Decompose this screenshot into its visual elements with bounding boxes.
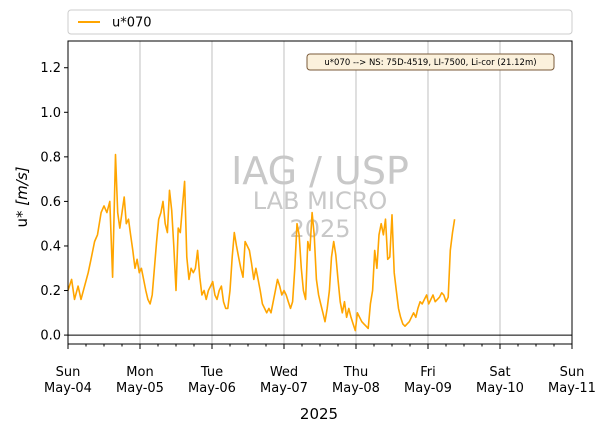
x-tick-label-date: May-07 xyxy=(260,381,308,396)
y-tick-label: 1.2 xyxy=(40,61,61,76)
y-tick-label: 0.0 xyxy=(40,329,61,344)
y-tick-label: 0.2 xyxy=(40,284,61,299)
x-tick-label-day: Tue xyxy=(200,365,223,380)
watermark-line-2: LAB MICRO xyxy=(253,187,388,215)
y-tick-label: 0.8 xyxy=(40,150,61,165)
y-axis: 0.0 0.2 0.4 0.6 0.8 1.0 1.2 xyxy=(40,61,68,344)
x-tick-label-date: May-09 xyxy=(404,381,452,396)
annotation-text: u*070 --> NS: 75D-4519, LI-7500, Li-cor … xyxy=(324,58,536,68)
x-tick-label-day: Fri xyxy=(420,365,436,380)
grid-lines xyxy=(139,41,501,344)
x-tick-label-date: May-05 xyxy=(116,381,164,396)
x-tick-label-day: Sat xyxy=(489,365,510,380)
y-tick-label: 1.0 xyxy=(40,106,61,121)
x-tick-label-day: Mon xyxy=(126,365,153,380)
x-tick-label-day: Sun xyxy=(560,365,585,380)
y-axis-title-unit: [m/s] xyxy=(13,166,31,205)
x-axis-title: 2025 xyxy=(300,405,338,423)
y-tick-label: 0.6 xyxy=(40,195,61,210)
x-tick-label-day: Thu xyxy=(343,365,368,380)
legend-label: u*070 xyxy=(112,16,152,31)
x-tick-label-date: May-06 xyxy=(188,381,236,396)
x-tick-label-date: May-08 xyxy=(332,381,380,396)
series-line xyxy=(68,153,456,332)
watermark: IAG / USP LAB MICRO 2025 xyxy=(231,149,409,243)
x-tick-label-day: Sun xyxy=(56,365,81,380)
x-tick-label-date: May-10 xyxy=(476,381,524,396)
series-group xyxy=(68,153,456,332)
x-tick-label-day: Wed xyxy=(270,365,298,380)
x-axis: SunMay-04MonMay-05TueMay-06WedMay-07ThuM… xyxy=(44,344,596,396)
watermark-line-1: IAG / USP xyxy=(231,149,409,193)
annotation-box xyxy=(306,53,555,71)
y-tick-label: 0.4 xyxy=(40,239,61,254)
legend-frame xyxy=(67,9,573,35)
x-tick-label-date: May-11 xyxy=(548,381,596,396)
x-tick-label-date: May-04 xyxy=(44,381,92,396)
legend: u*070 xyxy=(67,9,573,35)
y-axis-title: u* [m/s] xyxy=(13,166,31,227)
y-axis-title-prefix: u* xyxy=(13,206,31,228)
annotation: u*070 --> NS: 75D-4519, LI-7500, Li-cor … xyxy=(306,53,555,71)
